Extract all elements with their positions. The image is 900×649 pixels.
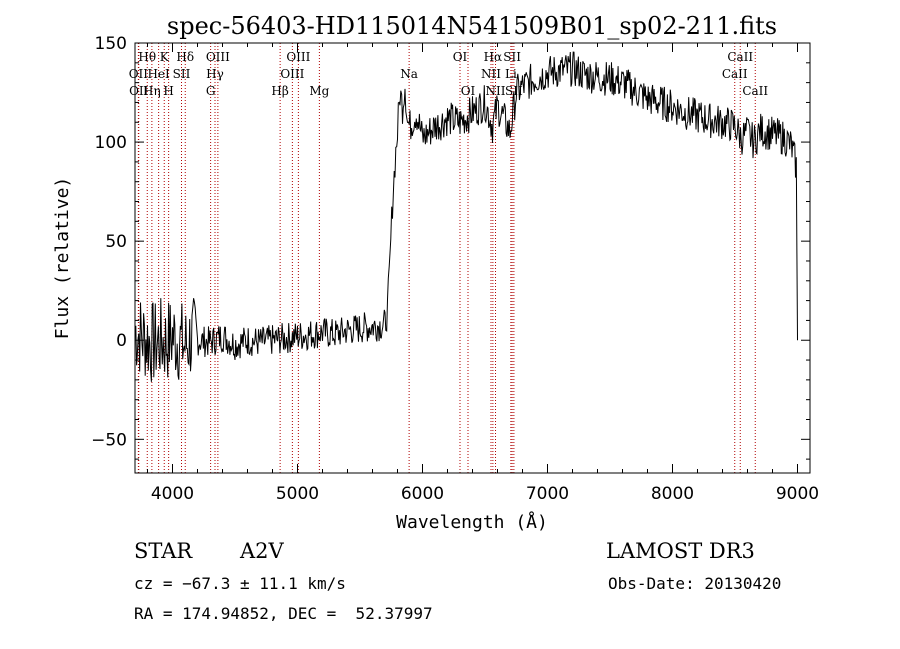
x-axis-ticks: 4000 5000 6000 7000 8000 9000 <box>147 43 819 504</box>
spectral-line-label: CaII <box>742 84 768 98</box>
y-axis-ticks: −50 0 50 100 150 <box>91 34 810 460</box>
spectral-line-label: Hη <box>143 84 161 98</box>
spectral-line-label: G <box>206 84 216 98</box>
x-tick-label: 5000 <box>276 484 319 504</box>
spectral-line-label: OI <box>461 84 476 98</box>
spectral-line-label: K <box>160 50 170 64</box>
object-subclass: A2V <box>239 539 285 563</box>
spectral-line-label: SII <box>503 50 521 64</box>
object-class: STAR <box>134 539 193 563</box>
series-layer <box>134 51 798 382</box>
redshift-cz: cz = −67.3 ± 11.1 km/s <box>134 574 346 593</box>
spectral-line-label: Hδ <box>176 50 194 64</box>
spectral-line-label: Hβ <box>271 84 288 98</box>
x-tick-label: 7000 <box>526 484 569 504</box>
x-tick-label: 4000 <box>151 484 194 504</box>
spectral-line-label: NII <box>481 67 501 81</box>
survey-name: LAMOST DR3 <box>606 539 755 563</box>
obs-date: Obs-Date: 20130420 <box>608 574 781 593</box>
y-tick-label: 50 <box>105 232 127 252</box>
spectral-line-label: Li <box>505 67 517 81</box>
y-axis-label: Flux (relative) <box>52 177 73 340</box>
y-tick-label: 150 <box>95 34 127 54</box>
spectral-line-label: HeI <box>147 67 170 81</box>
spectral-line-label: Hθ <box>138 50 156 64</box>
x-tick-label: 8000 <box>651 484 694 504</box>
spectral-line-label: Hα <box>484 50 503 64</box>
spectrum-series-line <box>134 51 798 382</box>
spectral-line-label: Mg <box>309 84 329 98</box>
x-tick-label: 9000 <box>776 484 819 504</box>
spectral-line-label: NII <box>486 84 506 98</box>
spectral-line-label: SII <box>173 67 191 81</box>
spectral-line-label: OIII <box>286 50 310 64</box>
spectral-line-label: OI <box>453 50 468 64</box>
coordinates: RA = 174.94852, DEC = 52.37997 <box>134 604 433 623</box>
y-tick-label: 0 <box>116 331 127 351</box>
spectral-line-label: OIII <box>280 67 304 81</box>
spectral-line-label: Hγ <box>206 67 224 81</box>
spectral-line-label: OII <box>129 84 149 98</box>
spectral-line-label: OIII <box>206 50 230 64</box>
spectral-line-label: CaII <box>722 67 748 81</box>
y-tick-label: 100 <box>95 133 127 153</box>
x-axis-label: Wavelength (Å) <box>396 511 548 533</box>
spectral-line-label: H <box>163 84 173 98</box>
spectral-line-label: Na <box>400 67 418 81</box>
spectral-line-label: OII <box>129 67 149 81</box>
spectral-line-label: CaII <box>727 50 753 64</box>
chart-title: spec-56403-HD115014N541509B01_sp02-211.f… <box>167 12 777 40</box>
x-tick-label: 6000 <box>401 484 444 504</box>
y-tick-label: −50 <box>91 430 127 450</box>
